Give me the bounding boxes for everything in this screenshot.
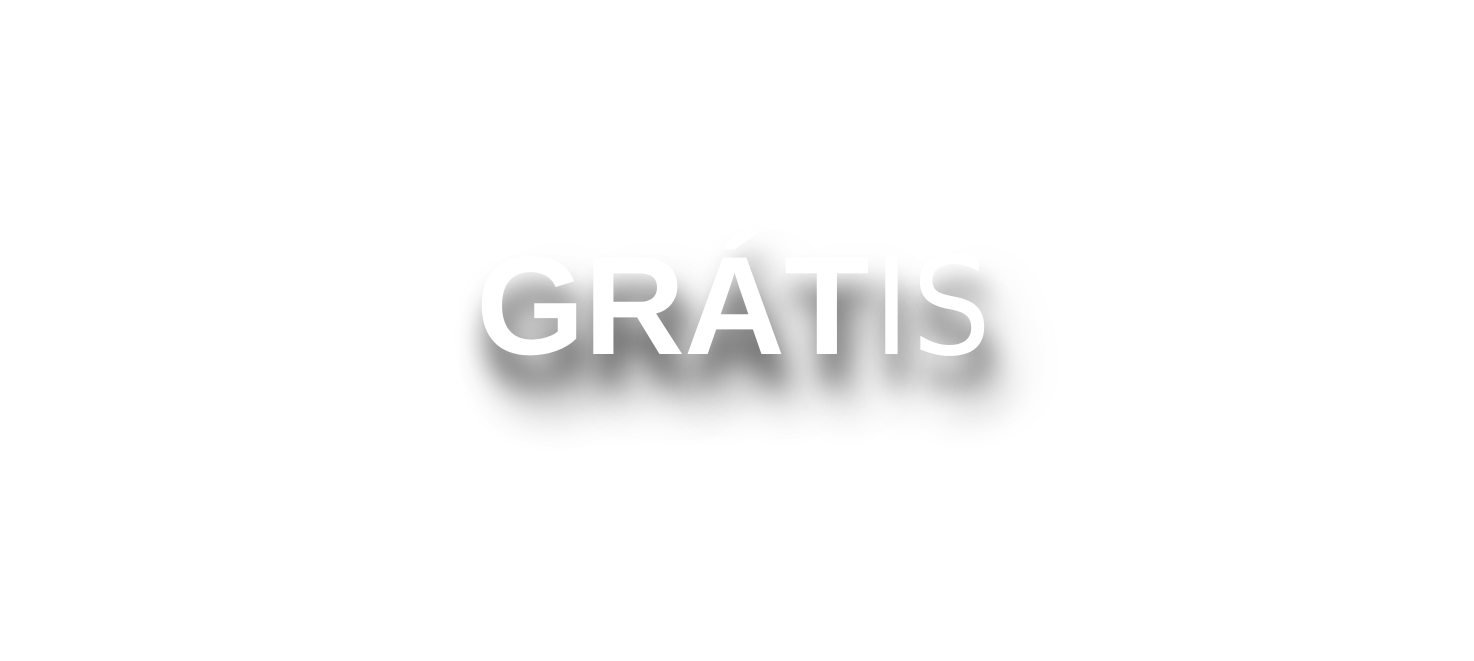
gratis-wordmark: GRÁT IS (476, 226, 1003, 387)
wordmark-bold-part: GRÁT (476, 227, 870, 384)
wordmark-light-part: IS (872, 229, 993, 387)
